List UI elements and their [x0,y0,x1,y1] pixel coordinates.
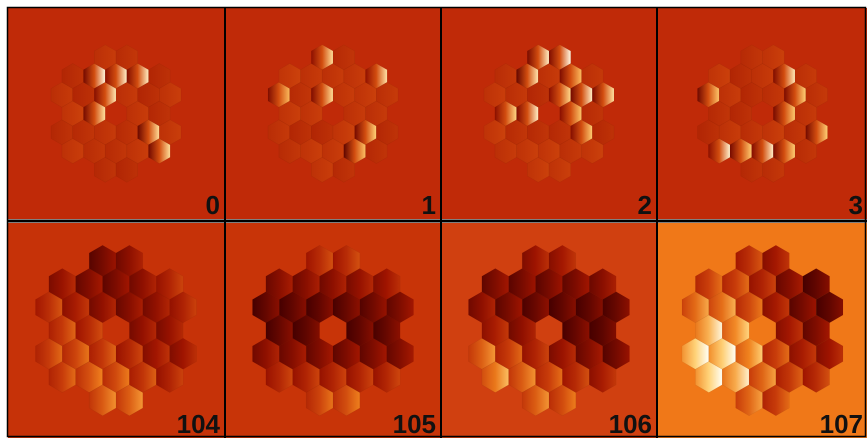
panel-index-label: 106 [609,409,652,438]
panel-index-label: 107 [820,409,863,438]
mirror-segment [169,337,197,370]
segment-map [252,244,414,417]
panel-index-label: 1 [422,190,436,220]
mode-panel-2: 2 [442,8,656,220]
mirror-segment [602,337,630,370]
segment-map [697,44,828,183]
segment-map [267,44,399,183]
mirror-segment [375,81,399,108]
mirror-segment [375,119,399,146]
mirror-segment [805,81,828,108]
panel-background [442,8,656,219]
mode-panel-104: 104 [8,223,224,438]
mode-panel-106: 106 [442,223,656,438]
panel-background [226,8,440,219]
mirror-segment [386,291,414,324]
mode-panel-0: 0 [8,8,224,220]
mode-panel-107: 107 [658,223,867,438]
mode-panel-105: 105 [226,223,440,438]
panel-index-label: 104 [177,409,221,438]
mirror-segment [169,291,197,324]
panel-index-label: 0 [206,190,220,220]
segment-map [483,44,615,183]
mirror-segment [591,81,615,108]
segment-map [681,244,844,417]
panel-index-label: 2 [638,190,652,220]
segment-map [50,44,182,183]
mirror-segment [159,81,182,108]
grid-frame [6,6,867,438]
panel-index-label: 3 [849,190,863,220]
mirror-segment [602,291,630,324]
mirror-segment [815,291,844,324]
segment-map [468,244,630,417]
segment-map [35,244,197,417]
panel-background [658,8,867,219]
mode-panel-3: 3 [658,8,867,220]
panel-index-label: 105 [393,409,436,438]
mirror-segment [805,119,828,146]
mirror-segment [591,119,615,146]
mode-panel-1: 1 [226,8,440,220]
panel-background [8,8,224,219]
mirror-segment [159,119,182,146]
mirror-segment [386,337,414,370]
mirror-segment [815,337,844,370]
